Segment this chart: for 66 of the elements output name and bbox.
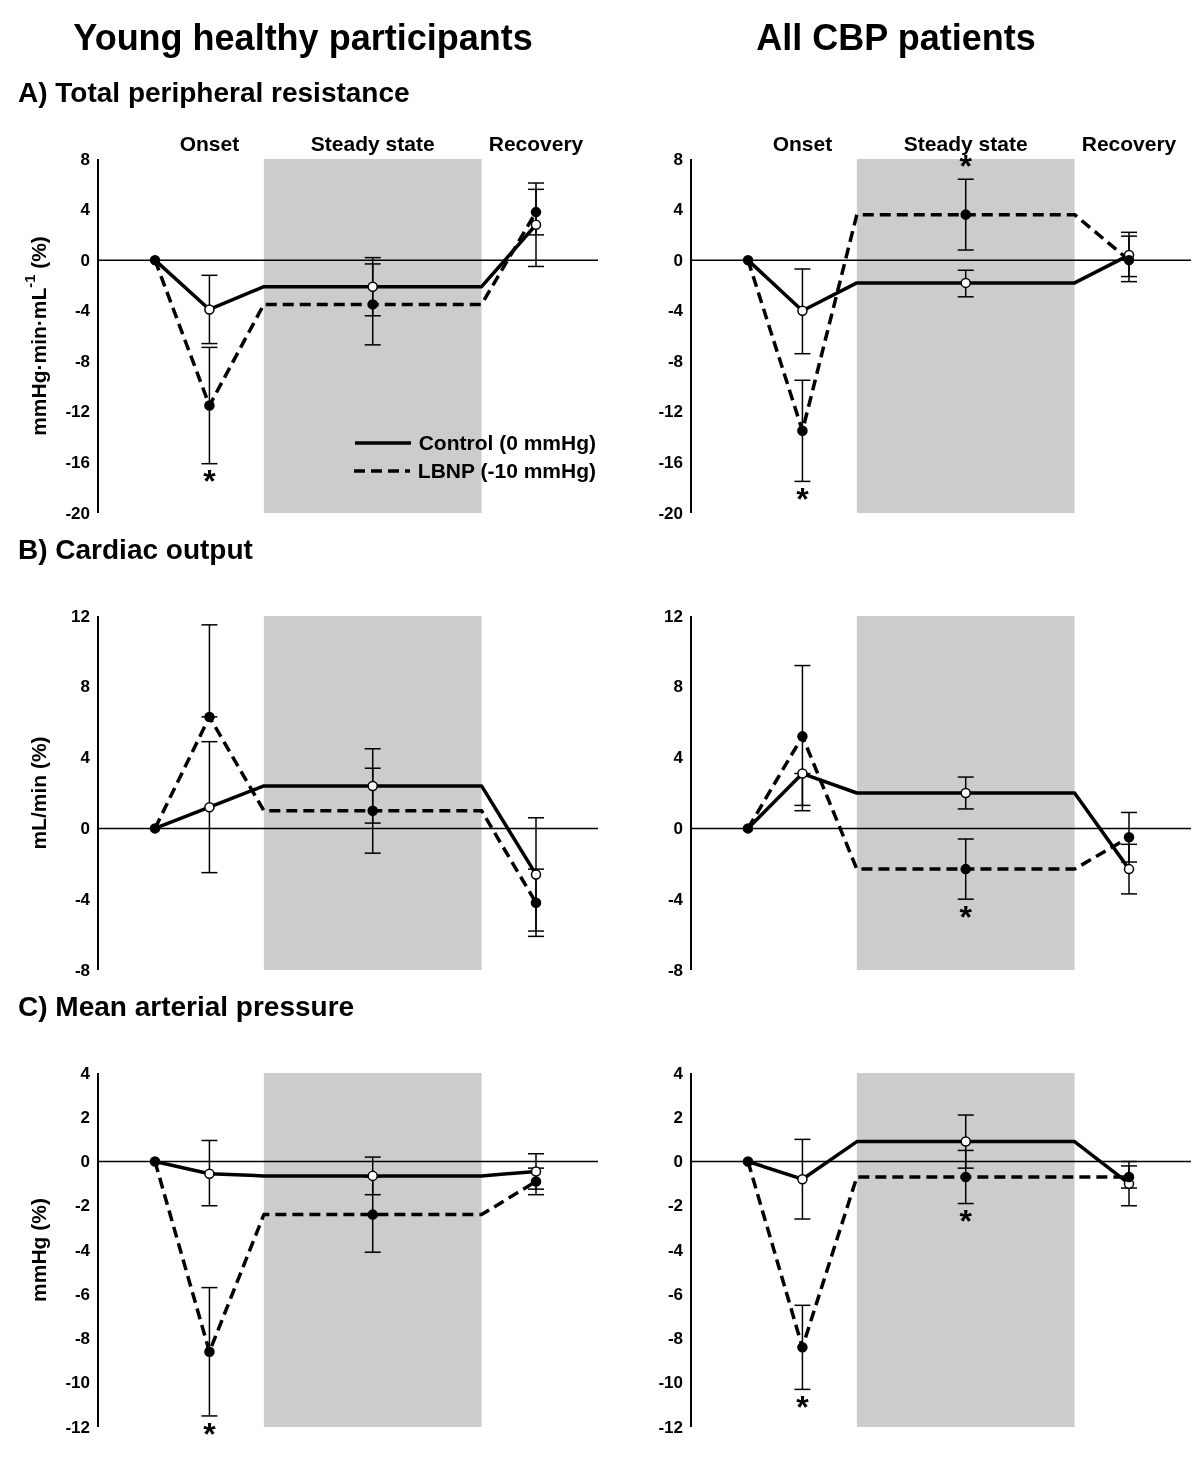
x-tick-label: Recovery xyxy=(488,132,584,155)
y-tick-label: 4 xyxy=(80,200,91,220)
y-tick-label: -6 xyxy=(74,1284,90,1304)
y-tick-label: -4 xyxy=(667,889,684,909)
y-tick-label: -20 xyxy=(658,503,683,523)
legend-label: Control (0 mmHg) xyxy=(418,431,596,455)
y-tick-label: -16 xyxy=(658,452,683,472)
y-tick-label: -8 xyxy=(667,1329,683,1348)
annotation: * xyxy=(203,1415,217,1452)
y-tick-label: -16 xyxy=(65,452,90,472)
y-tick-label: -10 xyxy=(658,1373,683,1393)
y-tick-label: -4 xyxy=(74,301,91,321)
y-tick-label: -6 xyxy=(667,1284,683,1304)
y-tick-label: 8 xyxy=(673,677,683,697)
y-tick-label: 4 xyxy=(80,748,91,768)
legend-label: LBNP (-10 mmHg) xyxy=(417,459,596,483)
y-axis-title: mL/min (%) xyxy=(26,736,50,850)
y-tick-label: 8 xyxy=(80,149,90,169)
y-tick-label: 0 xyxy=(673,250,683,270)
y-tick-label: -2 xyxy=(667,1196,683,1216)
y-tick-label: 4 xyxy=(673,748,684,768)
y-tick-label: 2 xyxy=(80,1107,90,1127)
x-tick-label: Onset xyxy=(179,132,240,155)
y-tick-label: -8 xyxy=(667,351,683,371)
y-axis-title: mmHg (%) xyxy=(26,1198,50,1302)
y-tick-label: -10 xyxy=(65,1373,90,1393)
y-tick-label: 12 xyxy=(664,606,683,626)
y-tick-label: -4 xyxy=(667,301,684,321)
x-tick-label: Recovery xyxy=(1081,132,1177,155)
y-tick-label: -4 xyxy=(74,889,91,909)
chart-title: All CBP patients xyxy=(755,16,1037,60)
y-tick-label: 0 xyxy=(673,1152,683,1171)
annotation: * xyxy=(959,1203,973,1240)
y-tick-label: 4 xyxy=(673,200,684,220)
annotation: * xyxy=(203,463,217,500)
y-tick-label: 8 xyxy=(673,149,683,169)
annotation: * xyxy=(796,481,810,518)
chart-subtitle: B) Cardiac output xyxy=(17,533,254,567)
y-tick-label: 0 xyxy=(80,250,90,270)
y-tick-label: 4 xyxy=(80,1063,91,1083)
y-tick-label: -4 xyxy=(667,1240,684,1260)
y-tick-label: -8 xyxy=(667,960,683,980)
y-tick-label: -8 xyxy=(74,1329,90,1348)
y-tick-label: 8 xyxy=(80,677,90,697)
y-tick-label: -8 xyxy=(74,960,90,980)
y-tick-label: 12 xyxy=(71,606,90,626)
y-tick-label: 4 xyxy=(673,1063,684,1083)
y-tick-label: -4 xyxy=(74,1240,91,1260)
y-tick-label: -2 xyxy=(74,1196,90,1216)
y-tick-label: -12 xyxy=(658,402,683,422)
chart-title: Young healthy participants xyxy=(72,16,534,60)
y-tick-label: 0 xyxy=(673,818,683,838)
x-tick-label: Steady state xyxy=(310,132,435,155)
annotation: * xyxy=(796,1389,810,1426)
chart-subtitle: A) Total peripheral resistance xyxy=(17,76,411,110)
y-tick-label: -8 xyxy=(74,351,90,371)
y-tick-label: -20 xyxy=(65,503,90,523)
x-tick-label: Onset xyxy=(772,132,833,155)
y-tick-label: 0 xyxy=(80,1152,90,1171)
chart-subtitle: C) Mean arterial pressure xyxy=(17,990,356,1024)
y-tick-label: 0 xyxy=(80,818,90,838)
y-tick-label: 2 xyxy=(673,1107,683,1127)
annotation: * xyxy=(959,898,973,935)
y-tick-label: -12 xyxy=(658,1417,683,1437)
y-tick-label: -12 xyxy=(65,1417,90,1437)
y-tick-label: -12 xyxy=(65,402,90,422)
